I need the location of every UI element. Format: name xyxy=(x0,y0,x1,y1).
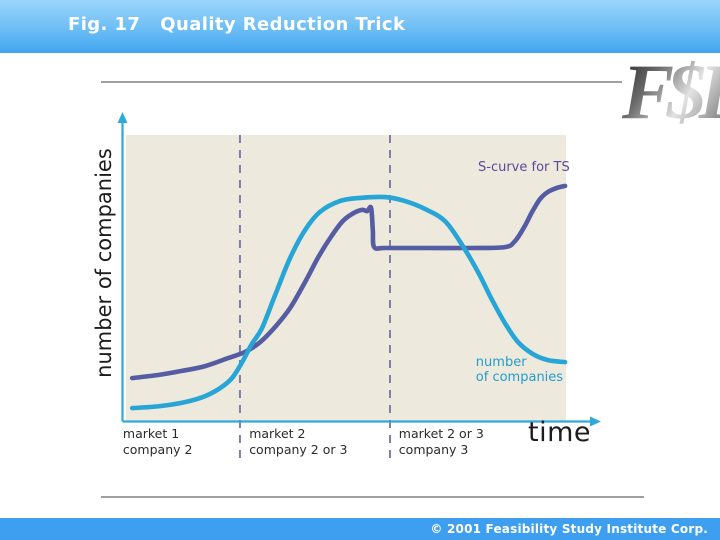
series-number-of-companies xyxy=(129,194,568,411)
y-axis-arrow xyxy=(117,112,128,123)
x-axis-arrow xyxy=(590,416,601,427)
plot-background xyxy=(126,135,566,421)
x-axis-label: time xyxy=(528,417,592,448)
footer-bar: © 2001 Feasibility Study Institute Corp. xyxy=(0,518,720,540)
bottom-divider xyxy=(101,496,644,498)
copyright-text: © 2001 Feasibility Study Institute Corp. xyxy=(430,522,708,536)
chart-annotation-2: number of companies xyxy=(475,354,564,386)
header-bar: Fig. 17 Quality Reduction Trick xyxy=(0,0,720,53)
chart-annotation-1: S-curve for TS xyxy=(478,159,570,175)
fsi-logo: F$I xyxy=(622,46,720,138)
y-axis-label: number of companies xyxy=(92,148,116,378)
phase-label-3: market 2 or 3 company 3 xyxy=(398,426,484,457)
top-divider xyxy=(101,81,622,83)
phase-label-2: market 2 company 2 or 3 xyxy=(249,426,348,457)
slide-title: Fig. 17 Quality Reduction Trick xyxy=(68,14,406,35)
series-s-curve-for-ts xyxy=(129,183,568,381)
phase-label-1: market 1 company 2 xyxy=(122,426,193,457)
